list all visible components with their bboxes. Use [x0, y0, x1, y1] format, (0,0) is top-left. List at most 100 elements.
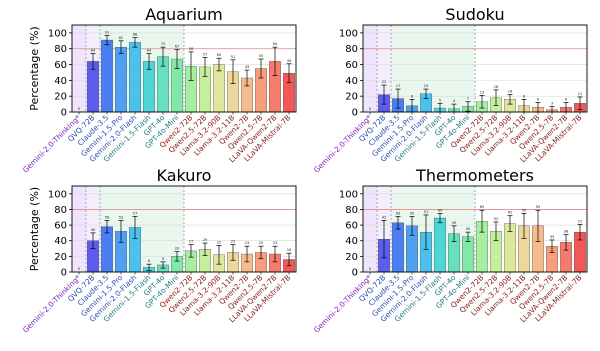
data-label: 13 — [480, 90, 485, 94]
data-label: 11 — [578, 92, 583, 96]
bar-gpt-4o-mini — [462, 236, 474, 273]
y-tick-label: 40 — [345, 236, 358, 247]
bar-llama-3-2-90b — [213, 64, 225, 113]
shade-thinking-region — [72, 25, 86, 112]
data-label: 57 — [133, 211, 138, 215]
data-label: 63 — [396, 211, 401, 215]
plot-frame — [71, 185, 297, 273]
data-label: 64 — [91, 48, 96, 52]
data-label: 59 — [410, 211, 415, 215]
y-tick-label: 80 — [54, 205, 67, 216]
data-label: 0 — [78, 267, 81, 271]
y-tick-label: 60 — [54, 60, 67, 71]
data-label: 57 — [203, 52, 208, 56]
data-label: 69 — [438, 208, 443, 212]
y-tick-label: 20 — [345, 252, 358, 263]
data-label: 20 — [175, 247, 180, 251]
data-label: 64 — [273, 42, 278, 46]
data-label: 29 — [203, 238, 208, 242]
shade-api-region — [391, 25, 475, 112]
shade-qvq-region — [377, 25, 391, 112]
y-tick-label: 0 — [352, 268, 358, 279]
data-label: 49 — [287, 59, 292, 63]
data-label: 8 — [411, 94, 414, 98]
bar-claude-3-5 — [101, 226, 113, 273]
shade-api-region — [100, 186, 184, 272]
data-label: 45 — [466, 227, 471, 231]
plot-frame — [362, 24, 588, 113]
y-tick-label: 60 — [54, 221, 67, 232]
data-label: 52 — [119, 215, 124, 219]
data-label: 60 — [217, 53, 222, 57]
data-label: 17 — [396, 84, 401, 88]
data-label: 33 — [550, 235, 555, 239]
data-label: 25 — [231, 240, 236, 244]
chart-panel-thermometers: 0 42 63 59 51 69 49 45 65 52 62 59 59 33 38 51 0 20 40 60 80… — [312, 166, 588, 335]
bar-gemini-2-0-flash — [129, 42, 141, 113]
data-label: 38 — [564, 229, 569, 233]
chart-title: Kakuro — [157, 166, 212, 185]
data-label: 8 — [523, 94, 526, 98]
data-label: 0 — [369, 267, 372, 271]
x-tick-label: Gemini-2.0-Thinking* — [312, 273, 374, 335]
shade-api-region — [391, 186, 475, 272]
data-label: 59 — [522, 208, 527, 212]
x-tick-label: Gemini-2.0-Thinking* — [312, 113, 374, 175]
y-tick-label: 60 — [345, 60, 358, 71]
y-tick-label: 0 — [61, 108, 67, 119]
data-label: 6 — [565, 98, 568, 102]
data-label: 7 — [467, 97, 469, 101]
shade-thinking-region — [72, 186, 86, 272]
shade-api-region — [100, 25, 184, 112]
data-label: 4 — [453, 99, 456, 103]
chart-panel-sudoku: 0 22 17 8 23 5 4 7 13 18 16 8 6 3 6 11 0 20 40 60 80 100 Sudok… — [312, 5, 588, 175]
y-tick-label: 40 — [54, 236, 67, 247]
data-label: 27 — [189, 240, 194, 244]
data-label: 42 — [382, 215, 387, 219]
y-tick-label: 80 — [345, 44, 358, 55]
data-label: 59 — [536, 205, 541, 209]
x-tick-label: Gemini-2.0-Thinking* — [21, 113, 83, 175]
y-tick-label: 80 — [345, 205, 358, 216]
data-label: 55 — [259, 54, 264, 58]
data-label: 9 — [162, 257, 165, 261]
y-tick-label: 100 — [48, 189, 67, 200]
y-tick-label: 40 — [345, 76, 358, 87]
y-tick-label: 60 — [345, 221, 358, 232]
data-label: 64 — [147, 48, 152, 52]
chart-panel-aquarium: 0 64 91 82 88 64 70 67 58 57 60 51 43 55 64 49 0 20 40 60 80… — [21, 5, 297, 175]
y-axis-label: Percentage (%) — [28, 26, 41, 110]
bar-gemini-1-5-flash — [434, 217, 446, 273]
data-label: 51 — [231, 55, 236, 59]
data-label: 58 — [105, 215, 110, 219]
y-axis-label: Percentage (%) — [28, 187, 41, 271]
y-tick-label: 20 — [54, 92, 67, 103]
data-label: 25 — [259, 241, 264, 245]
data-label: 0 — [369, 107, 372, 111]
data-label: 91 — [105, 30, 110, 34]
bar-gemini-1-5-pro — [115, 46, 127, 113]
bar-claude-3-5 — [101, 39, 113, 113]
data-label: 65 — [480, 205, 485, 209]
data-label: 43 — [245, 65, 250, 69]
y-tick-label: 100 — [48, 28, 67, 39]
data-label: 22 — [217, 240, 222, 244]
y-tick-label: 100 — [339, 28, 358, 39]
plot-frame — [362, 185, 588, 273]
data-label: 88 — [133, 33, 138, 37]
data-label: 23 — [424, 84, 429, 88]
data-label: 51 — [578, 219, 583, 223]
y-tick-label: 40 — [54, 76, 67, 87]
data-label: 70 — [161, 42, 166, 46]
data-label: 6 — [148, 259, 151, 263]
plot-frame — [71, 24, 297, 113]
chart-title: Thermometers — [415, 166, 534, 185]
data-label: 58 — [189, 47, 194, 51]
data-label: 6 — [537, 98, 540, 102]
data-label: 18 — [494, 85, 499, 89]
data-label: 16 — [508, 90, 513, 94]
chart-panel-kakuro: 0 40 58 52 57 6 9 20 27 29 22 25 23 25 23 16 0 20 40 60 80 10… — [21, 166, 297, 335]
y-tick-label: 0 — [61, 268, 67, 279]
bar-claude-3-5 — [392, 222, 404, 273]
